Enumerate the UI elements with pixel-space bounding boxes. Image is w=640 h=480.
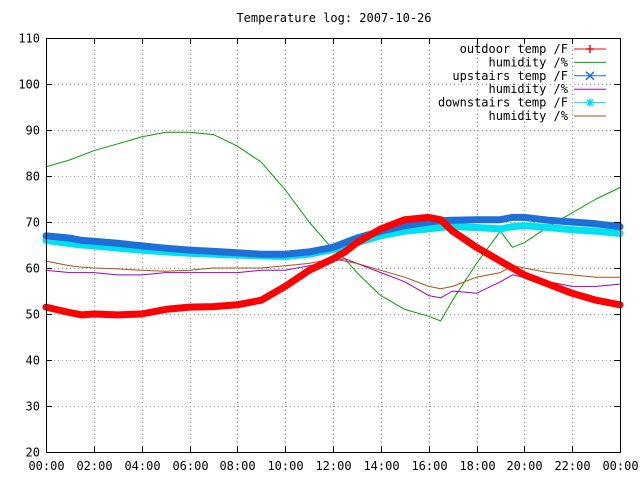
legend-marker-cross [585, 71, 595, 81]
y-tick-label: 30 [26, 400, 40, 414]
y-tick-label: 20 [26, 446, 40, 460]
legend-label: humidity /% [489, 109, 569, 123]
series-line-4 [42, 222, 624, 260]
axes: 20 30 40 50 60 70 80 90 100 110 00:00 02:00 04:00 06:… [18, 32, 638, 474]
legend-label: downstairs temp /F [438, 96, 568, 110]
legend-marker-star [586, 98, 594, 107]
y-tick-label: 90 [26, 124, 40, 138]
x-tick-label: 00:00 [602, 459, 638, 473]
series-line-2 [42, 213, 624, 258]
x-tick-label: 20:00 [506, 459, 542, 473]
y-tick-label: 40 [26, 354, 40, 368]
legend-label: outdoor temp /F [460, 42, 568, 56]
x-tick-label: 02:00 [76, 459, 112, 473]
y-tick-label: 80 [26, 170, 40, 184]
series-line-3 [45, 258, 621, 299]
legend-label: upstairs temp /F [452, 69, 568, 83]
series-line-0 [42, 213, 624, 319]
x-tick-label: 16:00 [411, 459, 447, 473]
legend-label: humidity /% [489, 55, 569, 69]
x-tick-label: 12:00 [315, 459, 351, 473]
x-tick-label: 14:00 [363, 459, 399, 473]
x-tick-label: 22:00 [554, 459, 590, 473]
y-tick-label: 110 [18, 32, 40, 46]
data-series [42, 131, 624, 322]
grid-lines [46, 38, 620, 452]
series-line-5 [45, 258, 621, 290]
x-tick-label: 18:00 [459, 459, 495, 473]
y-tick-label: 50 [26, 308, 40, 322]
x-tick-label: 00:00 [28, 459, 64, 473]
x-tick-label: 08:00 [219, 459, 255, 473]
x-tick-label: 06:00 [172, 459, 208, 473]
x-tick-label: 04:00 [124, 459, 160, 473]
y-tick-label: 60 [26, 262, 40, 276]
chart-title: Temperature log: 2007-10-26 [236, 11, 431, 25]
legend-label: humidity /% [489, 82, 569, 96]
y-tick-label: 100 [18, 78, 40, 92]
legend-marker-plus [586, 45, 594, 53]
x-tick-label: 10:00 [267, 459, 303, 473]
y-tick-label: 70 [26, 216, 40, 230]
